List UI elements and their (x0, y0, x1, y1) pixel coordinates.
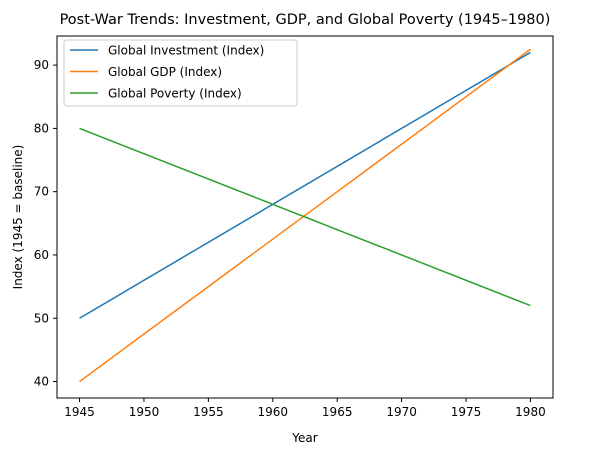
legend-frame (63, 39, 298, 107)
y-tick-label: 50 (34, 311, 49, 325)
x-axis-label: Year (291, 431, 317, 445)
x-tick-label: 1955 (193, 405, 224, 419)
x-tick-label: 1975 (451, 405, 482, 419)
y-tick-label: 90 (34, 58, 49, 72)
legend-entry-1: Global GDP (Index) (108, 65, 222, 79)
y-tick-label: 70 (34, 185, 49, 199)
series-line-1 (79, 48, 531, 383)
series-line-2 (79, 127, 531, 307)
legend-entry-2: Global Poverty (Index) (108, 87, 242, 101)
x-tick-label: 1945 (64, 405, 95, 419)
y-axis-label: Index (1945 = baseline) (11, 145, 25, 290)
y-axis: 40 50 60 70 80 90 (34, 58, 57, 389)
x-tick-label: 1960 (258, 405, 289, 419)
chart-title: Post-War Trends: Investment, GDP, and Gl… (60, 12, 551, 28)
x-tick-label: 1980 (515, 405, 546, 419)
series-line-0 (79, 51, 531, 319)
y-tick-label: 80 (34, 121, 49, 135)
plot-frame (56, 35, 554, 399)
legend-entry-0: Global Investment (Index) (108, 44, 264, 58)
x-tick-label: 1965 (322, 405, 353, 419)
legend: Global Investment (Index) Global GDP (Ind… (63, 39, 298, 107)
y-tick-label: 60 (34, 248, 49, 262)
x-tick-label: 1970 (386, 405, 417, 419)
x-axis: 1945 1950 1955 1960 1965 1970 1975 1980 (64, 398, 546, 419)
plot-content (79, 48, 531, 383)
y-tick-label: 40 (34, 375, 49, 389)
x-tick-label: 1950 (129, 405, 160, 419)
